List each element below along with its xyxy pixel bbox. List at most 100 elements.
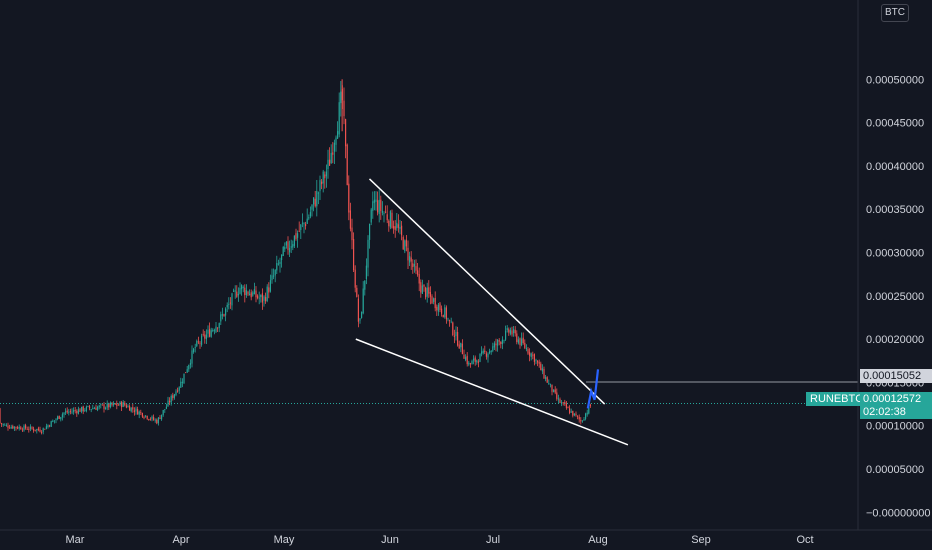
- candle-body: [258, 297, 260, 299]
- price-scale[interactable]: 0.00050000 0.00045000 0.00040000 0.00035000…: [866, 74, 931, 519]
- candle-body: [407, 247, 409, 261]
- x-tick-label: Apr: [172, 534, 189, 546]
- candle-body: [156, 419, 158, 424]
- candle-body: [485, 353, 487, 357]
- candle-body: [97, 407, 99, 411]
- y-tick-label: 0.00035000: [866, 204, 924, 216]
- candle-body: [103, 404, 105, 409]
- currency-unit-badge[interactable]: BTC: [881, 4, 909, 22]
- candle-body: [34, 429, 36, 431]
- candle-body: [345, 119, 347, 147]
- candle-body: [129, 406, 131, 411]
- candle-body: [396, 222, 398, 229]
- candle-body: [330, 152, 332, 163]
- candle-body: [589, 405, 591, 406]
- candle-body: [329, 159, 331, 166]
- candle-body: [9, 427, 11, 429]
- candle-body: [541, 368, 543, 372]
- candle-body: [463, 354, 465, 359]
- candle-body: [149, 418, 151, 420]
- candle-body: [540, 363, 542, 371]
- candle-body: [442, 314, 444, 318]
- candle-body: [265, 297, 267, 302]
- candle-body: [556, 392, 558, 399]
- candle-body: [549, 383, 551, 385]
- candle-body: [340, 91, 342, 104]
- candle-body: [426, 287, 428, 297]
- candle-body: [453, 335, 455, 337]
- y-tick-label: 0.00040000: [866, 161, 924, 173]
- candle-body: [484, 350, 486, 353]
- candle-body: [261, 293, 263, 303]
- candle-body: [346, 144, 348, 186]
- candle-body: [300, 224, 302, 230]
- candle-body: [193, 348, 195, 352]
- candle-body: [205, 334, 207, 340]
- candle-body: [1, 423, 3, 425]
- candle-body: [114, 403, 116, 405]
- candle-body: [84, 410, 86, 412]
- candle-body: [337, 131, 339, 139]
- candle-body: [125, 405, 127, 408]
- candle-body: [343, 100, 345, 117]
- candle-body: [148, 419, 150, 420]
- candle-body: [421, 285, 423, 294]
- candle-body: [26, 428, 28, 430]
- candle-body: [460, 342, 462, 348]
- candle-body: [327, 159, 329, 170]
- candle-body: [513, 329, 515, 333]
- candle-body: [199, 342, 201, 344]
- candle-body: [452, 322, 454, 335]
- time-scale[interactable]: Mar Apr May Jun Jul Aug Sep Oct: [66, 534, 814, 546]
- candle-body: [28, 429, 30, 430]
- candle-body: [257, 295, 259, 298]
- candle-body: [293, 235, 295, 246]
- candle-body: [469, 363, 471, 365]
- candle-body: [87, 406, 89, 407]
- candle-body: [570, 411, 572, 413]
- candle-body: [239, 287, 241, 294]
- candle-body: [12, 426, 14, 429]
- candle-body: [274, 269, 276, 276]
- candle-body: [503, 340, 505, 342]
- candle-countdown-label: 02:02:38: [860, 405, 932, 419]
- candle-body: [543, 369, 545, 379]
- candle-body: [516, 333, 518, 342]
- candle-body: [401, 225, 403, 236]
- candle-body: [250, 292, 252, 298]
- candle-body: [471, 361, 473, 365]
- candle-body: [380, 199, 382, 211]
- x-tick-label: Aug: [588, 534, 608, 546]
- lower-trendline[interactable]: [355, 338, 629, 446]
- candle-body: [121, 402, 123, 408]
- candle-body: [266, 286, 268, 301]
- upper-trendline[interactable]: [368, 178, 606, 405]
- candle-body: [2, 424, 4, 426]
- candle-body: [349, 210, 351, 229]
- candle-body: [175, 391, 177, 396]
- candle-body: [202, 334, 204, 336]
- candle-body: [100, 404, 102, 406]
- candle-body: [180, 381, 182, 388]
- candle-body: [389, 211, 391, 228]
- symbol-label: RUNEBTC: [806, 392, 868, 406]
- drawing-layer[interactable]: [0, 178, 858, 446]
- candle-body: [305, 224, 307, 227]
- candle-body: [252, 292, 254, 296]
- candle-body: [269, 280, 271, 292]
- candle-body: [482, 350, 484, 353]
- x-tick-label: May: [274, 534, 295, 546]
- projection-path[interactable]: [586, 369, 600, 409]
- candle-body: [105, 407, 107, 410]
- candle-body: [49, 425, 51, 427]
- candle-body: [36, 429, 38, 431]
- last-price-label: 0.00012572: [860, 392, 932, 406]
- candle-body: [95, 407, 97, 410]
- candle-body: [210, 330, 212, 337]
- candle-body: [188, 365, 190, 370]
- candle-body: [585, 413, 587, 419]
- candle-body: [313, 197, 315, 205]
- candle-body: [23, 425, 25, 431]
- candle-body: [138, 411, 140, 415]
